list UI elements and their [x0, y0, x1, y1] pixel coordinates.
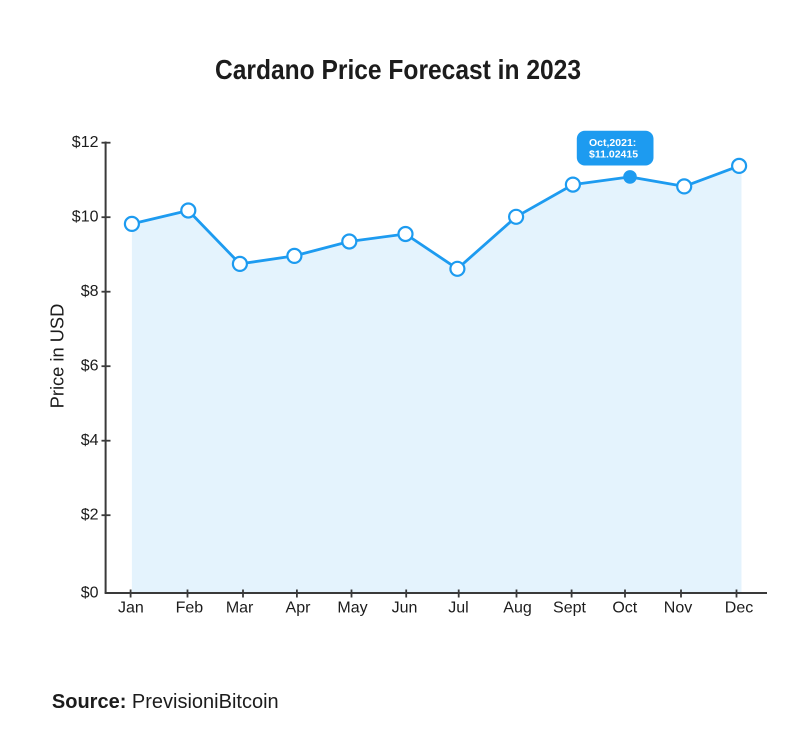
svg-text:Jan: Jan [118, 600, 144, 617]
svg-text:$8: $8 [81, 283, 99, 300]
svg-text:Apr: Apr [286, 600, 312, 617]
svg-text:May: May [337, 600, 367, 617]
svg-text:$0: $0 [81, 584, 99, 601]
svg-text:$11.02415: $11.02415 [589, 149, 638, 161]
svg-text:$2: $2 [81, 507, 99, 524]
svg-text:Feb: Feb [176, 600, 204, 617]
svg-text:Sept: Sept [553, 600, 586, 617]
svg-text:Nov: Nov [664, 600, 692, 617]
svg-text:Oct,2021:: Oct,2021: [589, 137, 636, 149]
svg-text:Aug: Aug [503, 600, 531, 617]
svg-text:$10: $10 [72, 209, 99, 226]
svg-text:Source: PrevisioniBitcoin: Source: PrevisioniBitcoin [52, 691, 279, 713]
svg-text:Mar: Mar [226, 600, 254, 617]
svg-text:$4: $4 [81, 432, 99, 449]
svg-text:Jul: Jul [448, 600, 468, 617]
svg-text:Dec: Dec [725, 600, 753, 617]
svg-text:Price in USD: Price in USD [47, 304, 68, 409]
svg-text:Oct: Oct [612, 600, 637, 617]
svg-text:$6: $6 [81, 358, 99, 375]
svg-text:Jun: Jun [392, 600, 418, 617]
svg-text:$12: $12 [72, 134, 99, 151]
svg-text:Cardano Price Forecast in 2023: Cardano Price Forecast in 2023 [215, 54, 581, 85]
